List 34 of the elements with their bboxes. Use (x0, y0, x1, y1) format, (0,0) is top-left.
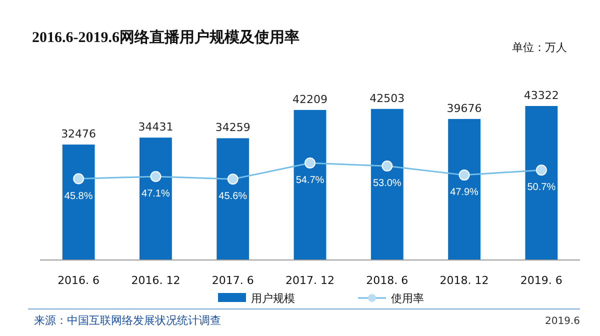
x-tick-label: 2017. 12 (286, 274, 334, 287)
data-label: 45.6% (218, 191, 248, 202)
legend-label: 用户规模 (251, 292, 295, 305)
data-label: 42209 (292, 92, 328, 106)
bar (62, 144, 95, 260)
data-label: 34431 (138, 120, 174, 134)
data-label: 47.1% (142, 188, 170, 200)
source-note: 来源：中国互联网络发展状况统计调查 (34, 314, 221, 327)
data-label: 34259 (215, 121, 250, 134)
data-label: 47.9% (450, 187, 479, 198)
bar (140, 138, 172, 260)
bar (370, 108, 404, 260)
bar (525, 106, 558, 260)
legend-label: 使用率 (391, 292, 424, 305)
data-label: 50.7% (527, 182, 556, 194)
bar (448, 118, 480, 260)
bar (294, 110, 326, 260)
x-tick-label: 2017. 6 (212, 274, 254, 287)
x-tick-label: 2019. 6 (520, 274, 562, 287)
x-tick-label: 2016. 12 (131, 274, 180, 287)
chart-title: 2016.6-2019.6网络直播用户规模及使用率 (32, 28, 300, 46)
text: 单位：万人 (512, 41, 567, 54)
data-label: 32476 (61, 128, 96, 141)
data-label: 42503 (370, 92, 405, 105)
data-label: 53.0% (372, 178, 402, 190)
data-label: 43322 (524, 89, 559, 102)
x-tick-label: 2018. 6 (366, 274, 408, 287)
data-label: 39676 (446, 102, 482, 115)
bar (216, 138, 250, 260)
text: 2019.6 (545, 316, 580, 327)
data-label: 45.8% (64, 190, 93, 202)
x-tick-label: 2018. 12 (440, 274, 489, 287)
x-tick-label: 2016. 6 (58, 274, 100, 287)
data-label: 54.7% (296, 175, 324, 186)
